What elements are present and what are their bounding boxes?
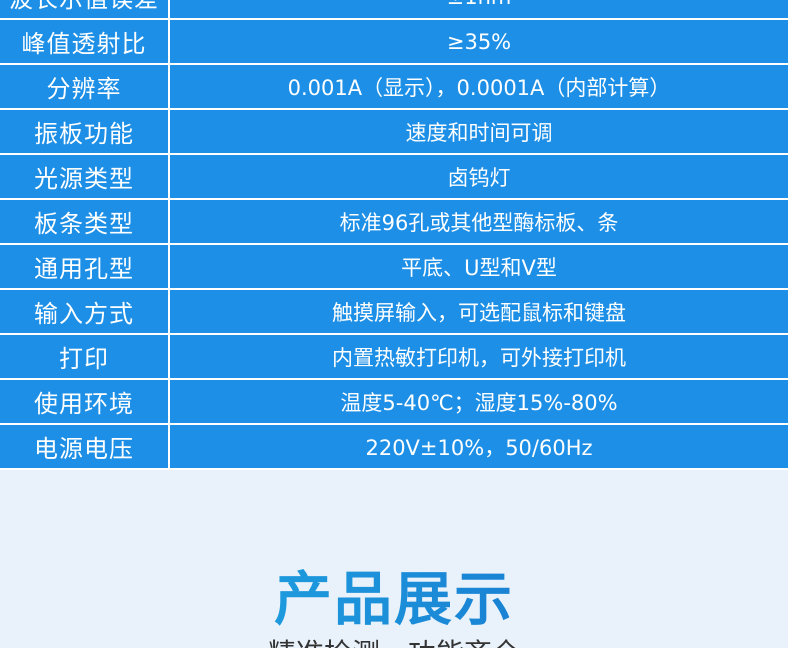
row-value: ±1nm xyxy=(170,0,788,18)
row-label: 峰值透射比 xyxy=(0,20,168,63)
row-label: 分辨率 xyxy=(0,65,168,108)
row-value: 温度5-40℃；湿度15%-80% xyxy=(170,380,788,423)
table-row: 使用环境 温度5-40℃；湿度15%-80% xyxy=(0,380,788,423)
table-row: 打印 内置热敏打印机，可外接打印机 xyxy=(0,335,788,378)
row-value: 标准96孔或其他型酶标板、条 xyxy=(170,200,788,243)
table-row: 波长示值误差±1nm xyxy=(0,0,788,18)
table-row: 振板功能 速度和时间可调 xyxy=(0,110,788,153)
section-subtitle: 精准检测，功能齐全 xyxy=(0,632,788,648)
table-row: 光源类型 卤钨灯 xyxy=(0,155,788,198)
row-value: 220V±10%，50/60Hz xyxy=(170,425,788,468)
section-title: 产品展示 xyxy=(0,552,788,636)
row-value: 平底、U型和V型 xyxy=(170,245,788,288)
row-value: 触摸屏输入，可选配鼠标和键盘 xyxy=(170,290,788,333)
row-label: 使用环境 xyxy=(0,380,168,423)
table-row: 输入方式 触摸屏输入，可选配鼠标和键盘 xyxy=(0,290,788,333)
table-row: 通用孔型 平底、U型和V型 xyxy=(0,245,788,288)
table-row: 电源电压 220V±10%，50/60Hz xyxy=(0,425,788,468)
row-value: 0.001A（显示），0.0001A（内部计算） xyxy=(170,65,788,108)
table-row: 峰值透射比 ≥35% xyxy=(0,20,788,63)
row-label: 振板功能 xyxy=(0,110,168,153)
row-label: 板条类型 xyxy=(0,200,168,243)
row-label: 通用孔型 xyxy=(0,245,168,288)
table-row: 分辨率 0.001A（显示），0.0001A（内部计算） xyxy=(0,65,788,108)
row-label: 打印 xyxy=(0,335,168,378)
row-label: 输入方式 xyxy=(0,290,168,333)
table-row: 板条类型 标准96孔或其他型酶标板、条 xyxy=(0,200,788,243)
row-label: 波长示值误差 xyxy=(0,0,168,18)
row-label: 电源电压 xyxy=(0,425,168,468)
product-section: 产品展示 精准检测，功能齐全 xyxy=(0,470,788,648)
row-value: 速度和时间可调 xyxy=(170,110,788,153)
row-value: 内置热敏打印机，可外接打印机 xyxy=(170,335,788,378)
row-value: ≥35% xyxy=(170,20,788,63)
row-value: 卤钨灯 xyxy=(170,155,788,198)
row-label: 光源类型 xyxy=(0,155,168,198)
